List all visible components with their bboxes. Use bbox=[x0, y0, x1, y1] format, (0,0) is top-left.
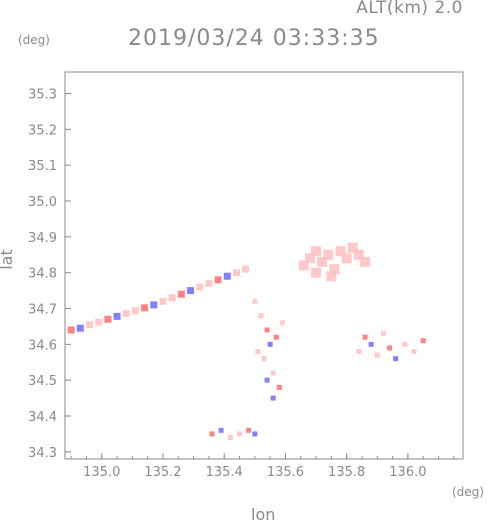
data-point-streak bbox=[67, 326, 75, 334]
data-point-south bbox=[252, 431, 258, 437]
y-tick-label: 34.9 bbox=[28, 231, 57, 246]
data-point-central bbox=[264, 327, 270, 333]
data-point-streak bbox=[242, 265, 250, 273]
data-point-central bbox=[255, 349, 261, 354]
y-tick-label: 35.3 bbox=[28, 88, 57, 103]
data-point-streak bbox=[223, 272, 231, 280]
plot-frame bbox=[64, 71, 464, 460]
y-unit-label: (deg) bbox=[18, 33, 50, 47]
data-point-streak bbox=[104, 315, 112, 323]
data-point-east bbox=[411, 349, 417, 354]
data-point-streak bbox=[131, 307, 139, 315]
data-point-east bbox=[356, 349, 362, 354]
data-point-streak bbox=[214, 276, 222, 284]
data-point-south bbox=[246, 427, 252, 433]
data-point-northeast bbox=[311, 267, 322, 278]
data-point-east bbox=[368, 341, 374, 347]
data-point-northeast bbox=[317, 256, 328, 267]
y-tick-label: 34.3 bbox=[28, 446, 57, 461]
data-point-east bbox=[374, 352, 380, 358]
y-tick-label: 34.8 bbox=[28, 267, 57, 282]
timestamp-title: 2019/03/24 03:33:35 bbox=[128, 26, 380, 51]
data-point-central bbox=[267, 341, 273, 347]
data-point-northeast bbox=[347, 242, 358, 253]
y-tick-label: 35.0 bbox=[28, 195, 57, 210]
data-point-northeast bbox=[341, 253, 352, 264]
data-point-central bbox=[261, 356, 267, 362]
data-point-streak bbox=[85, 321, 93, 329]
data-point-central bbox=[270, 395, 276, 401]
y-tick-label: 35.1 bbox=[28, 159, 57, 174]
data-point-streak bbox=[168, 294, 176, 302]
data-point-central bbox=[270, 370, 276, 376]
x-axis-label: lon bbox=[251, 505, 276, 524]
data-point-streak bbox=[113, 312, 121, 320]
data-point-east bbox=[380, 331, 386, 337]
data-point-east bbox=[393, 356, 399, 362]
data-point-streak bbox=[76, 324, 84, 332]
data-point-south bbox=[209, 431, 215, 437]
y-tick-label: 34.5 bbox=[28, 374, 57, 389]
data-point-streak bbox=[187, 287, 195, 295]
data-point-streak bbox=[205, 279, 213, 287]
data-point-streak bbox=[141, 304, 149, 312]
data-point-streak bbox=[95, 318, 103, 326]
data-point-northeast bbox=[323, 249, 334, 260]
data-point-streak bbox=[159, 297, 167, 305]
data-point-streak bbox=[177, 290, 185, 298]
data-point-northeast bbox=[326, 271, 337, 282]
data-point-south bbox=[227, 435, 233, 440]
x-tick-label: 135.4 bbox=[206, 465, 243, 480]
data-point-east bbox=[387, 345, 393, 351]
x-tick-label: 135.6 bbox=[267, 465, 304, 480]
data-point-northeast bbox=[335, 246, 346, 257]
data-point-central bbox=[276, 384, 282, 390]
data-point-central bbox=[279, 320, 285, 326]
y-tick-label: 34.6 bbox=[28, 338, 57, 353]
data-point-northeast bbox=[329, 264, 340, 275]
x-tick-label: 135.8 bbox=[328, 465, 365, 480]
data-point-streak bbox=[232, 269, 240, 277]
data-point-northeast bbox=[353, 249, 364, 260]
data-point-east bbox=[402, 341, 408, 347]
data-point-south bbox=[218, 427, 224, 433]
data-point-northeast bbox=[360, 256, 371, 267]
data-point-northeast bbox=[304, 253, 315, 264]
data-point-northeast bbox=[298, 260, 309, 271]
y-tick-label: 34.7 bbox=[28, 303, 57, 318]
data-point-streak bbox=[150, 301, 158, 309]
data-point-east bbox=[362, 334, 368, 340]
data-point-central bbox=[252, 298, 258, 304]
data-point-streak bbox=[196, 283, 204, 291]
y-tick-label: 35.2 bbox=[28, 123, 57, 138]
x-unit-label: (deg) bbox=[452, 485, 484, 499]
altitude-label: ALT(km) 2.0 bbox=[356, 0, 463, 18]
data-point-east bbox=[420, 338, 426, 344]
x-tick-label: 135.0 bbox=[83, 465, 120, 480]
data-point-northeast bbox=[311, 246, 322, 257]
data-point-central bbox=[258, 313, 264, 319]
data-point-streak bbox=[122, 310, 130, 318]
x-tick-label: 136.0 bbox=[389, 465, 426, 480]
data-point-central bbox=[264, 377, 270, 383]
data-point-central bbox=[273, 334, 279, 340]
y-tick-label: 34.4 bbox=[28, 410, 57, 425]
data-point-south bbox=[237, 431, 243, 437]
x-tick-label: 135.2 bbox=[144, 465, 181, 480]
